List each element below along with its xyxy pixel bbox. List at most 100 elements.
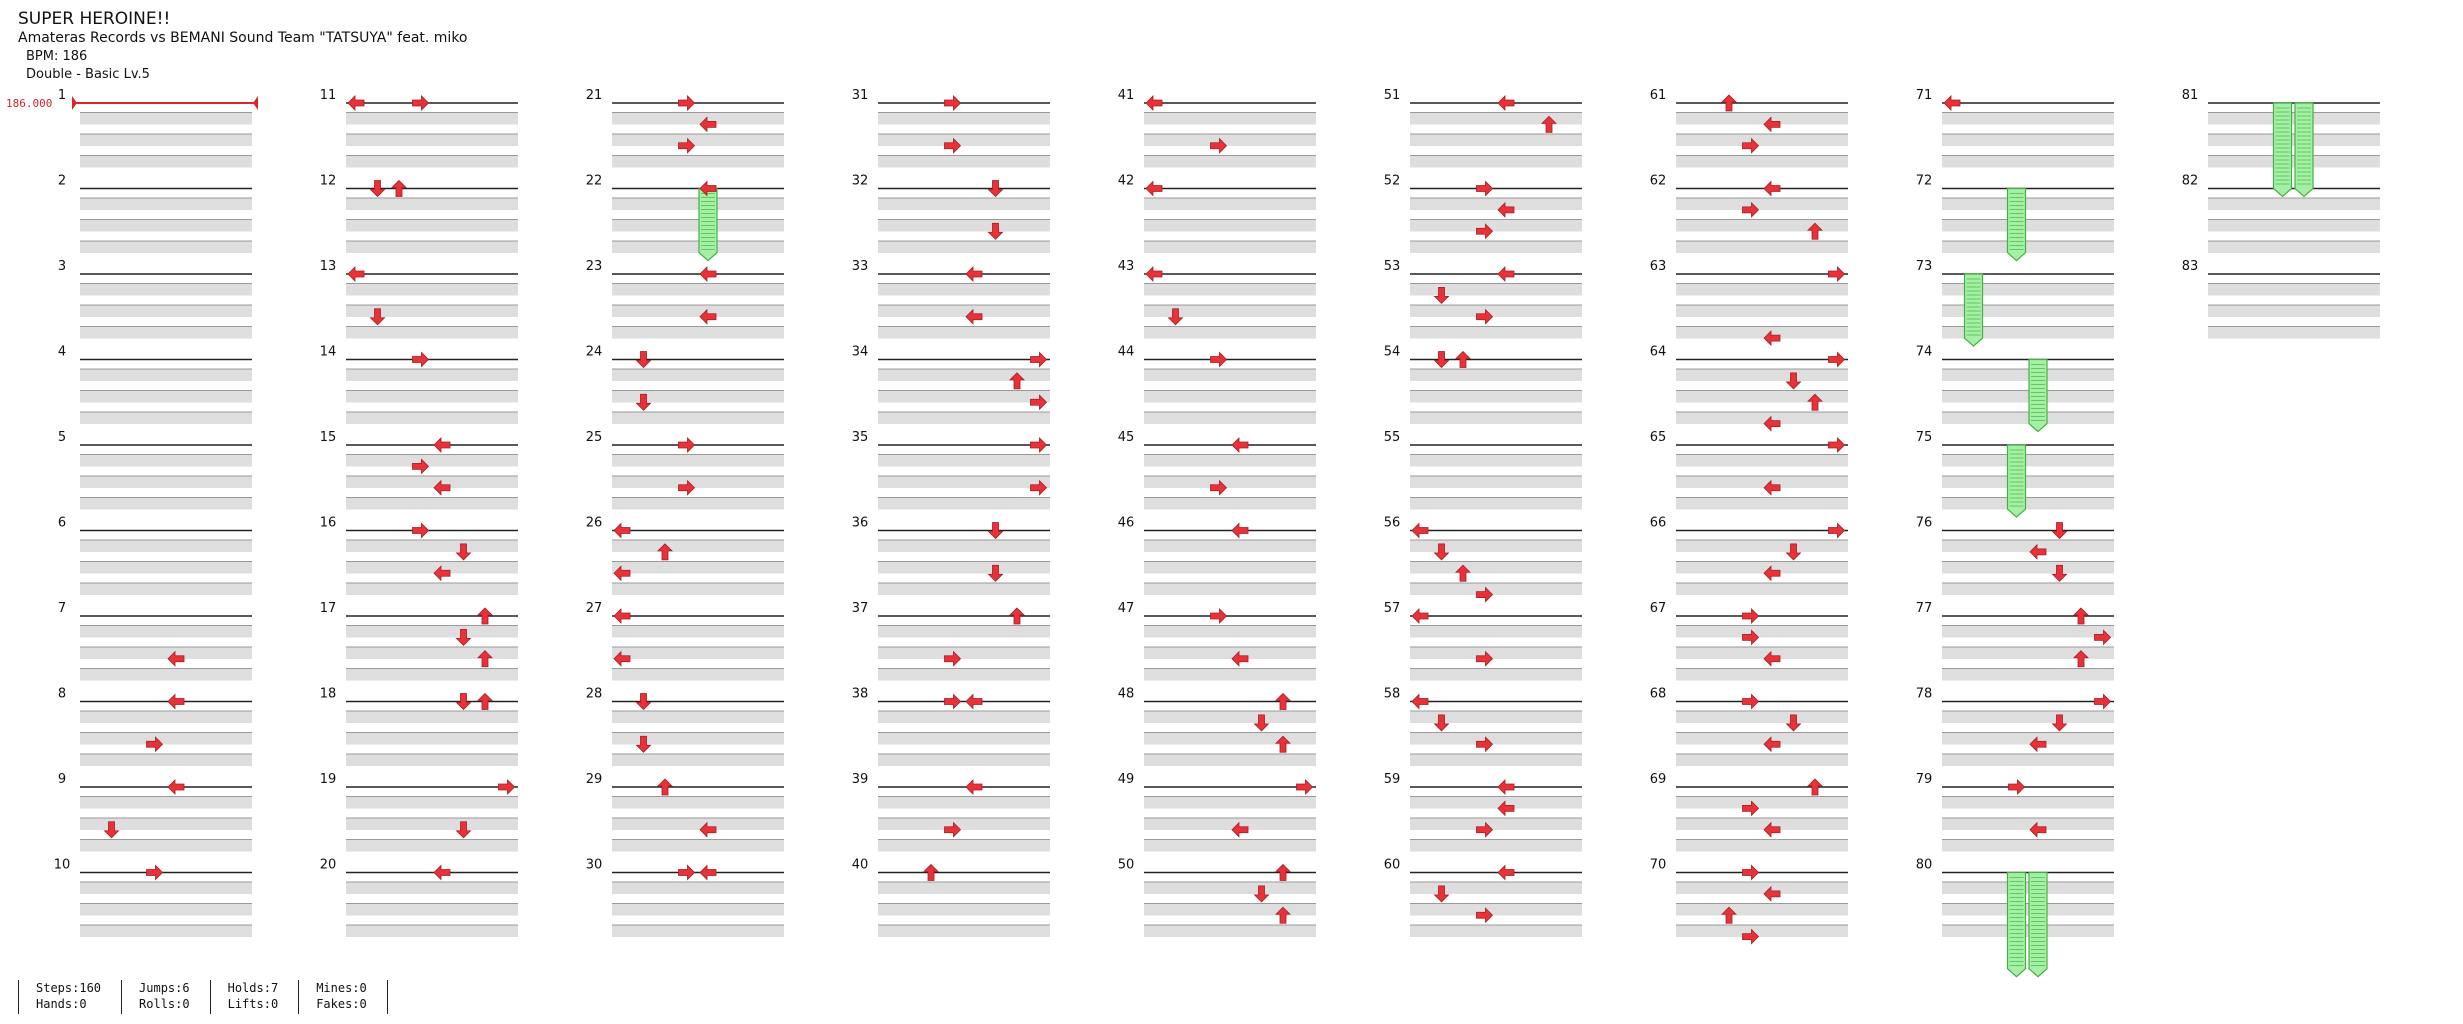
hold-note (2272, 102, 2293, 198)
stats-group: Jumps:6 Rolls:0 (121, 980, 210, 1014)
beat-band (80, 112, 252, 125)
beat-band (878, 326, 1050, 339)
beat-band (1144, 711, 1316, 723)
beat-band (80, 882, 252, 894)
measure-number: 61 (1650, 88, 1667, 103)
measure-number: 12 (320, 174, 337, 189)
measure-39 (878, 786, 1050, 852)
arrow-up-icon (1807, 222, 1823, 240)
beat-band (1942, 818, 2114, 830)
beat-band (1676, 561, 1848, 574)
beat-band (878, 497, 1050, 510)
measure-number: 75 (1916, 430, 1933, 445)
beat-band (1676, 668, 1848, 681)
beat-band (612, 925, 784, 937)
beat-band (1676, 390, 1848, 403)
measure-54 (1410, 358, 1582, 424)
beat-band (878, 476, 1050, 488)
arrow-down-icon (2051, 564, 2068, 582)
beat-band (1410, 219, 1582, 232)
arrow-up-icon (1455, 350, 1471, 368)
arrow-down-icon (1253, 714, 1270, 732)
measure-29 (612, 786, 784, 852)
beat-band (1676, 839, 1848, 852)
arrow-up-icon (477, 650, 493, 668)
beat-band (1676, 283, 1848, 296)
measure-74 (1942, 358, 2114, 424)
arrow-up-icon (1541, 115, 1557, 133)
beat-band (878, 882, 1050, 894)
beat-band (1144, 412, 1316, 424)
measure-number: 1 (58, 88, 66, 103)
beat-band (1676, 818, 1848, 830)
beat-band (1676, 241, 1848, 253)
measure-8 (80, 700, 252, 766)
beat-band (1410, 369, 1582, 381)
measure-58 (1410, 700, 1582, 766)
beat-band (346, 369, 518, 381)
measure-48 (1144, 700, 1316, 766)
measure-number: 27 (586, 601, 603, 616)
beat-band (878, 839, 1050, 852)
beat-band (1676, 732, 1848, 745)
beat-band (1410, 497, 1582, 510)
measure-number: 56 (1384, 516, 1401, 531)
hold-note (2006, 187, 2027, 262)
beat-band (1410, 754, 1582, 766)
arrow-right-icon (1476, 650, 1494, 667)
beat-band (1410, 561, 1582, 574)
beat-band (1676, 412, 1848, 424)
measure-71 (1942, 102, 2114, 168)
arrow-left-icon (1763, 821, 1781, 838)
beat-band (80, 198, 252, 210)
beat-band (346, 668, 518, 681)
measure-number: 41 (1118, 88, 1135, 103)
measure-number: 9 (58, 772, 66, 787)
measure-4 (80, 358, 252, 424)
beat-band (1144, 497, 1316, 510)
beat-band (612, 625, 784, 638)
hold-body (2028, 871, 2048, 978)
beat-band (80, 839, 252, 852)
beat-band (1676, 711, 1848, 723)
arrow-right-icon (1828, 437, 1846, 453)
measure-number: 10 (54, 858, 71, 873)
beat-band (1942, 198, 2114, 210)
arrow-down-icon (1433, 885, 1450, 903)
measure-49 (1144, 786, 1316, 852)
measure-16 (346, 529, 518, 595)
measure-number: 42 (1118, 174, 1135, 189)
arrow-left-icon (1763, 565, 1781, 582)
arrow-right-icon (678, 95, 696, 111)
measure-number: 76 (1916, 516, 1933, 531)
arrow-right-icon (944, 137, 962, 154)
measure-50 (1144, 871, 1316, 937)
beat-band (1410, 882, 1582, 894)
measure-number: 32 (852, 174, 869, 189)
beat-band (1410, 326, 1582, 339)
arrow-right-icon (1030, 437, 1048, 453)
arrow-left-icon (1763, 415, 1781, 432)
beat-band (346, 561, 518, 574)
measure-number: 44 (1118, 345, 1135, 360)
beat-band (1676, 903, 1848, 916)
hold-body (2028, 358, 2048, 433)
measure-40 (878, 871, 1050, 937)
arrow-down-icon (1785, 714, 1802, 732)
beat-band (346, 497, 518, 510)
measure-number: 39 (852, 772, 869, 787)
measure-number: 28 (586, 687, 603, 702)
measure-number: 80 (1916, 858, 1933, 873)
arrow-left-icon (347, 266, 365, 282)
beat-band (346, 839, 518, 852)
beat-band (80, 925, 252, 937)
arrow-right-icon (678, 479, 696, 496)
arrow-right-icon (1828, 522, 1846, 539)
difficulty-label: Double - Basic Lv.5 (26, 67, 150, 82)
beat-band (1410, 732, 1582, 745)
beat-band (878, 925, 1050, 937)
arrow-left-icon (167, 779, 185, 795)
measure-69 (1676, 786, 1848, 852)
arrow-left-icon (1943, 95, 1961, 111)
